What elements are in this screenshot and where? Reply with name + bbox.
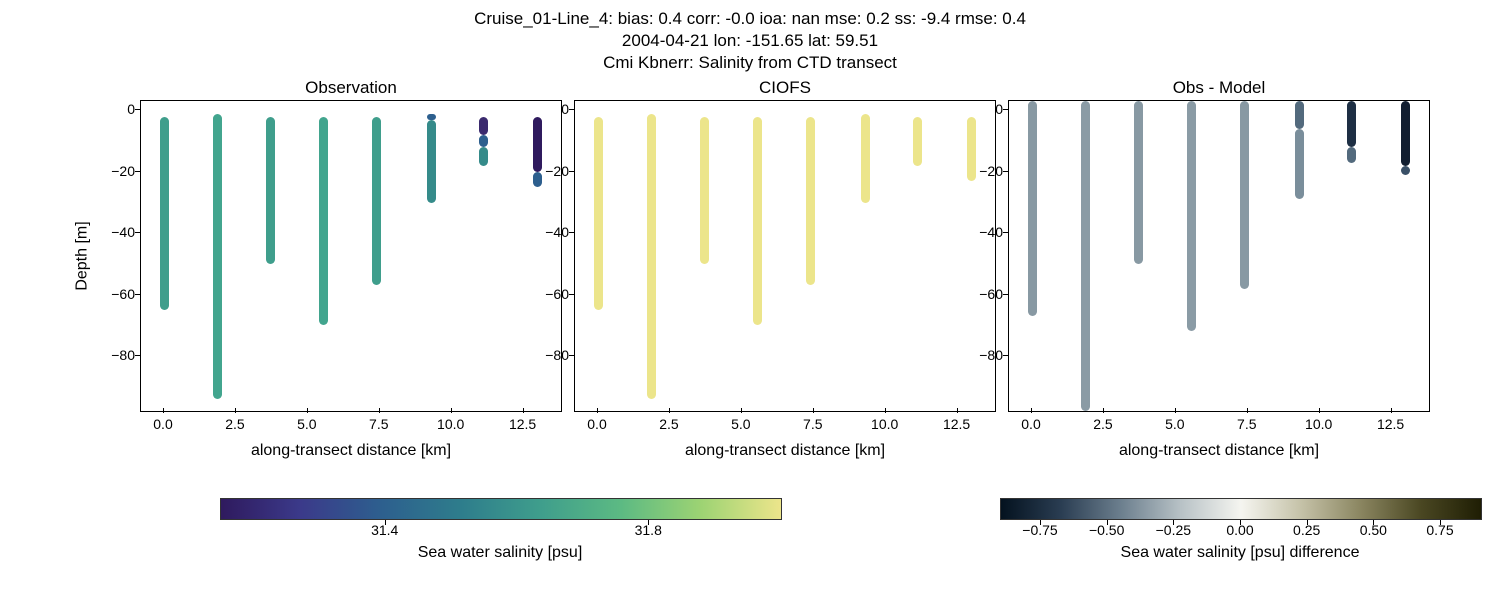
y-tick: −40 <box>519 224 569 240</box>
ctd-profile <box>1028 101 1037 316</box>
y-tick: −80 <box>85 347 135 363</box>
y-tick: −60 <box>85 286 135 302</box>
x-tick: 10.0 <box>437 416 464 432</box>
y-tick: −20 <box>85 163 135 179</box>
y-tick: −40 <box>85 224 135 240</box>
plot-area <box>574 100 996 412</box>
x-axis-label: along-transect distance [km] <box>1008 442 1430 460</box>
panel-0: Observation0−20−40−60−80Depth [m]0.02.55… <box>140 78 562 412</box>
title-line-1: Cruise_01-Line_4: bias: 0.4 corr: -0.0 i… <box>0 8 1500 30</box>
panel-2: Obs - Model0−20−40−60−800.02.55.07.510.0… <box>1008 78 1430 412</box>
ctd-profile <box>372 117 381 286</box>
ctd-profile <box>213 114 222 399</box>
y-tick: −60 <box>953 286 1003 302</box>
x-tick: 5.0 <box>297 416 316 432</box>
ctd-profile <box>1295 101 1304 199</box>
ctd-profile <box>806 117 815 286</box>
colorbar-salinity: 31.431.8Sea water salinity [psu] <box>220 498 780 562</box>
x-axis-label: along-transect distance [km] <box>140 442 562 460</box>
panel-title: Observation <box>140 78 562 98</box>
colorbar-label: Sea water salinity [psu] <box>220 544 780 562</box>
ctd-profile <box>160 117 169 310</box>
x-tick: 5.0 <box>1165 416 1184 432</box>
x-tick: 0.0 <box>587 416 606 432</box>
x-tick: 10.0 <box>871 416 898 432</box>
colorbar-gradient <box>220 498 782 520</box>
ctd-profile <box>319 117 328 326</box>
y-tick: −60 <box>519 286 569 302</box>
title-line-3: Cmi Kbnerr: Salinity from CTD transect <box>0 52 1500 74</box>
panel-title: Obs - Model <box>1008 78 1430 98</box>
x-tick: 2.5 <box>225 416 244 432</box>
x-tick: 12.5 <box>509 416 536 432</box>
y-tick: −80 <box>519 347 569 363</box>
x-tick: 0.0 <box>153 416 172 432</box>
x-tick: 10.0 <box>1305 416 1332 432</box>
ctd-profile <box>594 117 603 310</box>
ctd-profile <box>753 117 762 326</box>
colorbar-label: Sea water salinity [psu] difference <box>1000 544 1480 562</box>
y-tick: 0 <box>85 101 135 117</box>
y-tick: −40 <box>953 224 1003 240</box>
y-tick: −80 <box>953 347 1003 363</box>
ctd-profile <box>1134 101 1143 264</box>
y-tick: 0 <box>519 101 569 117</box>
plot-area <box>140 100 562 412</box>
ctd-profile <box>1187 101 1196 331</box>
colorbar-difference: −0.75−0.50−0.250.000.250.500.75Sea water… <box>1000 498 1480 562</box>
x-axis: 0.0 2.5 5.0 7.5 10.0 12.5 <box>1008 412 1430 437</box>
panel-title: CIOFS <box>574 78 996 98</box>
x-tick: 7.5 <box>803 416 822 432</box>
x-tick: 5.0 <box>731 416 750 432</box>
y-axis-label: Depth [m] <box>74 222 92 291</box>
title-line-2: 2004-04-21 lon: -151.65 lat: 59.51 <box>0 30 1500 52</box>
y-axis: 0 −20 −40 −60 −80 <box>85 100 135 412</box>
ctd-profile <box>479 117 488 166</box>
ctd-profile <box>1081 101 1090 411</box>
ctd-profile <box>1240 101 1249 288</box>
y-axis: 0 −20 −40 −60 −80 <box>519 100 569 412</box>
ctd-profile <box>913 117 922 166</box>
y-tick: 0 <box>953 101 1003 117</box>
panels-row: Observation0−20−40−60−80Depth [m]0.02.55… <box>0 78 1500 412</box>
x-tick: 2.5 <box>659 416 678 432</box>
x-axis-label: along-transect distance [km] <box>574 442 996 460</box>
x-tick: 2.5 <box>1093 416 1112 432</box>
ctd-profile <box>266 117 275 264</box>
ctd-profile <box>861 114 870 203</box>
y-tick: −20 <box>953 163 1003 179</box>
panel-1: CIOFS0−20−40−60−800.02.55.07.510.012.5al… <box>574 78 996 412</box>
colorbar-gradient <box>1000 498 1482 520</box>
ctd-profile <box>427 114 436 203</box>
x-axis: 0.0 2.5 5.0 7.5 10.0 12.5 <box>574 412 996 437</box>
y-tick: −20 <box>519 163 569 179</box>
x-tick: 12.5 <box>1377 416 1404 432</box>
y-axis: 0 −20 −40 −60 −80 <box>953 100 1003 412</box>
ctd-profile <box>1401 101 1410 175</box>
x-tick: 12.5 <box>943 416 970 432</box>
ctd-profile <box>700 117 709 264</box>
x-axis: 0.0 2.5 5.0 7.5 10.0 12.5 <box>140 412 562 437</box>
figure-title: Cruise_01-Line_4: bias: 0.4 corr: -0.0 i… <box>0 0 1500 74</box>
plot-area <box>1008 100 1430 412</box>
x-tick: 0.0 <box>1021 416 1040 432</box>
ctd-profile <box>647 114 656 399</box>
x-tick: 7.5 <box>369 416 388 432</box>
x-tick: 7.5 <box>1237 416 1256 432</box>
ctd-profile <box>1347 101 1356 162</box>
